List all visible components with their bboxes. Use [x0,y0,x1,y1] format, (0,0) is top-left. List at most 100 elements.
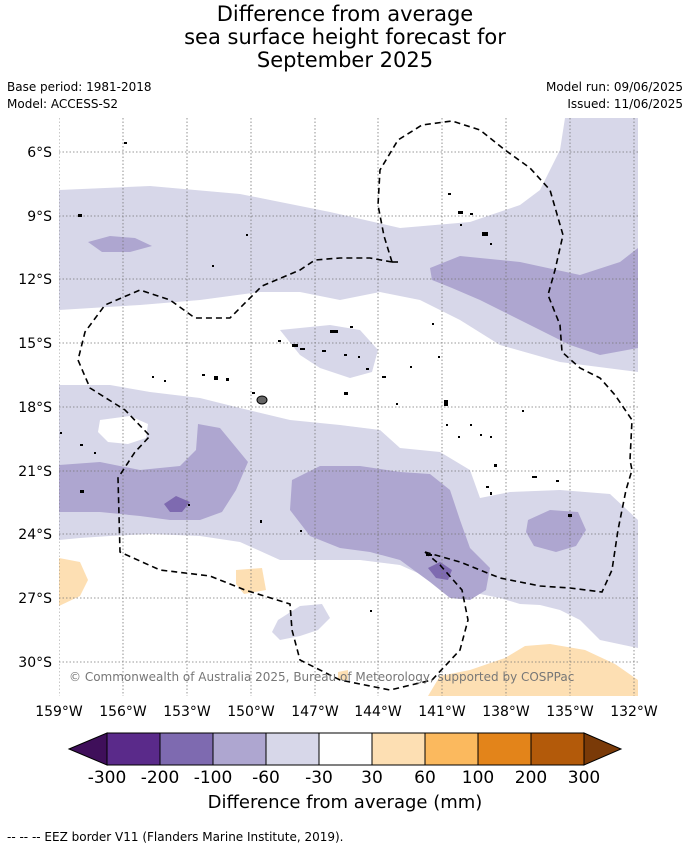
lon-label: 147°W [291,704,339,720]
island [366,368,369,370]
model-name: Model: ACCESS-S2 [7,97,119,111]
anomaly-region-minus60-south-east [526,510,586,552]
colorbar-extend-high [583,732,623,766]
colorbar-tick: 200 [515,768,547,788]
anomaly-region-minus100-central [428,562,452,580]
lon-label: 150°W [227,704,275,720]
island [382,376,386,378]
island [426,554,432,556]
island [322,350,326,352]
island [344,392,348,395]
island [330,330,338,333]
colorbar-tick: -300 [88,768,127,788]
colorbar-extend-low [67,732,108,766]
anomaly-region-minus100-west [164,496,190,512]
island [396,403,398,405]
island [212,265,214,267]
lat-label: 6°S [27,145,52,161]
island [568,514,572,517]
lon-label: 156°W [99,704,147,720]
anomaly-region-minus30-north [59,118,638,372]
colorbar-tick: -100 [194,768,233,788]
island [60,432,62,434]
copyright-notice: © Commonwealth of Australia 2025, Bureau… [69,670,574,684]
lon-label: 135°W [546,704,594,720]
colorbar-segment [213,733,266,765]
island [444,400,448,406]
lon-label: 159°W [35,704,83,720]
lon-label: 144°W [354,704,402,720]
island [556,480,559,482]
island [446,424,448,426]
island [480,434,482,436]
latitude-labels: 6°S 9°S 12°S 15°S 18°S 21°S 24°S 27°S 30… [18,145,52,671]
colorbar-segment [107,733,160,765]
island [80,444,83,446]
colorbar-tick-labels: -300 -200 -100 -60 -30 30 60 100 200 300 [88,768,601,788]
island [226,378,229,381]
colorbar-segment [319,733,372,765]
island [256,395,268,405]
islands [60,142,572,612]
island [522,410,524,412]
map-title: Difference from average sea surface heig… [0,3,690,72]
colorbar-segment [160,733,213,765]
lon-label: 141°W [418,704,466,720]
title-line-2: sea surface height forecast for [184,25,506,49]
lat-label: 9°S [27,209,52,225]
island [482,232,488,236]
lat-label: 30°S [18,655,52,671]
colorbar-segment [372,733,425,765]
lat-label: 21°S [18,464,52,480]
map-plot-area: © Commonwealth of Australia 2025, Bureau… [59,118,638,696]
meta-left: Base period: 1981-2018 Model: ACCESS-S2 [7,79,152,113]
colorbar-tick: -200 [141,768,180,788]
island [188,504,190,506]
title-line-3: September 2025 [256,48,434,72]
island [78,214,82,217]
island [438,356,440,358]
anomaly-region-minus30-islands [280,325,378,378]
island [350,326,353,328]
island [94,452,96,454]
meta-right: Model run: 09/06/2025 Issued: 11/06/2025 [546,79,683,113]
eez-border-west [77,257,469,691]
anomaly-region-plus30-west [59,558,88,606]
island [490,436,492,438]
colorbar-tick: 60 [414,768,436,788]
colorbar-outline [106,732,585,766]
island [358,356,360,358]
island [124,142,127,144]
title-line-1: Difference from average [216,2,474,26]
island [490,492,492,495]
island [202,374,205,376]
anomaly-region-minus60-north-east [430,248,638,355]
anomaly-region-minus60-north-west [88,236,152,252]
lon-label: 153°W [163,704,211,720]
anomaly-region-minus60-south-west [59,424,248,520]
island [300,530,302,532]
island [490,243,492,245]
eez-border-main [377,120,633,593]
lat-label: 15°S [18,336,52,352]
eez-footnote: -- -- -- EEZ border V11 (Flanders Marine… [7,830,344,844]
island [470,213,473,215]
island [370,610,372,612]
longitude-labels: 159°W 156°W 153°W 150°W 147°W 144°W 141°… [35,704,658,720]
colorbar: -300 -200 -100 -60 -30 30 60 100 200 300 [67,732,623,788]
colorbar-dividers [159,733,532,765]
island [470,424,472,426]
colorbar-tick: -60 [252,768,280,788]
island [278,340,281,342]
anomaly-region-minus30-southwest [272,604,330,640]
colorbar-segment [266,733,319,765]
island [252,392,255,394]
eez-border [77,120,633,691]
island [152,376,154,378]
colorbar-tick: 30 [361,768,383,788]
island [410,366,412,368]
island [458,436,460,438]
island [300,348,305,350]
colorbar-segment [425,733,478,765]
